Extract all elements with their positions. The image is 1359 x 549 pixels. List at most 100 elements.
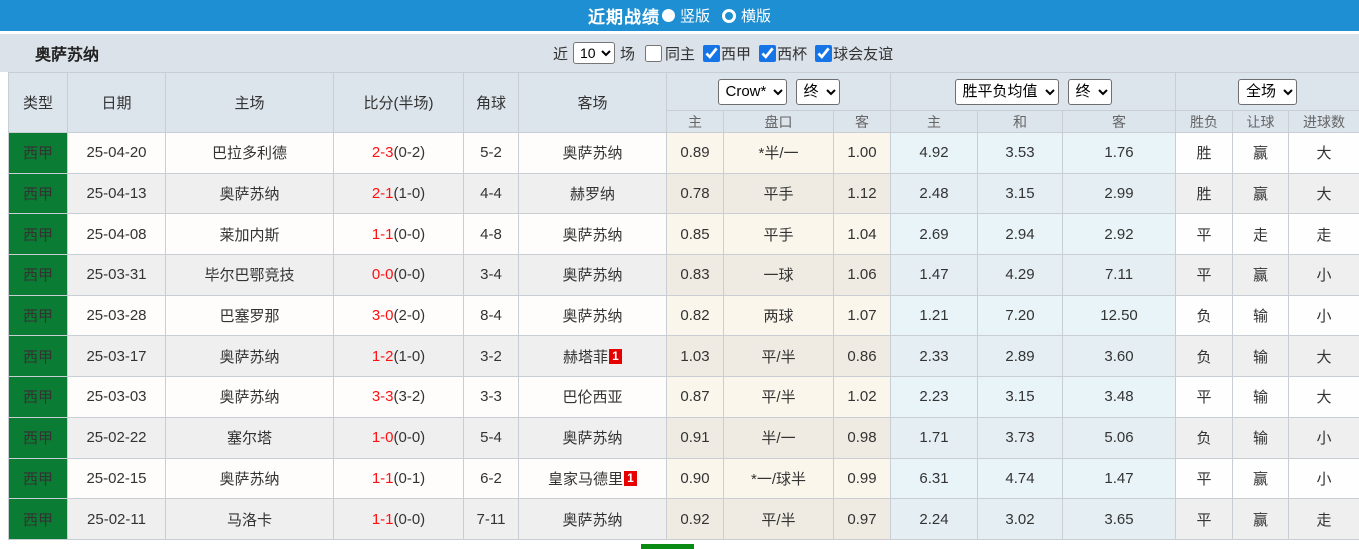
cell-away-team: 奥萨苏纳 xyxy=(518,294,667,337)
cell-score: 1-0(0-0) xyxy=(333,416,464,459)
cell-result-goals: 小 xyxy=(1288,254,1359,296)
cell-away-team: 奥萨苏纳 xyxy=(518,254,667,296)
cell-avg-win: 1.47 xyxy=(890,254,978,296)
match-row: 西甲 25-02-11 马洛卡 1-1(0-0) 7-11 奥萨苏纳 0.92 平/半 0.97… xyxy=(8,498,1359,540)
friendly-label[interactable]: 球会友谊 xyxy=(833,45,894,63)
away-team-name: 奥萨苏纳 xyxy=(562,511,623,529)
vertical-layout-radio[interactable] xyxy=(661,9,675,22)
odds-time-select[interactable]: 终 xyxy=(795,78,840,105)
cell-avg-lose: 3.48 xyxy=(1061,376,1177,418)
cell-odds-away: 0.97 xyxy=(833,498,891,540)
layout-radio-group: 竖版 横版 xyxy=(661,5,772,26)
cell-result-handicap: 输 xyxy=(1232,376,1290,418)
copa-label[interactable]: 西杯 xyxy=(777,45,808,63)
cell-home-team: 塞尔塔 xyxy=(165,416,334,459)
cell-avg-draw: 3.73 xyxy=(977,416,1063,459)
cell-avg-lose: 5.06 xyxy=(1061,416,1177,459)
cell-result-goals: 走 xyxy=(1288,498,1359,540)
cell-league: 西甲 xyxy=(8,213,68,256)
cell-result-goals: 小 xyxy=(1288,416,1359,459)
subheader-avg-lose: 客 xyxy=(1061,110,1177,133)
cell-avg-win: 6.31 xyxy=(890,457,978,500)
cell-avg-draw: 2.94 xyxy=(977,213,1063,256)
cell-league: 西甲 xyxy=(8,254,68,296)
cell-result-handicap: 输 xyxy=(1232,294,1290,337)
subheader-odds-home: 主 xyxy=(666,110,724,133)
cell-handicap: 平手 xyxy=(723,213,834,256)
cell-odds-away: 1.12 xyxy=(833,172,891,215)
cell-score: 1-1(0-1) xyxy=(333,457,464,500)
avg-time-select[interactable]: 终 xyxy=(1067,78,1112,105)
filter-controls: 近 10 场 同主 西甲 西杯 球会友谊 xyxy=(553,42,893,64)
score-fulltime: 1-1 xyxy=(371,225,394,243)
laliga-label[interactable]: 西甲 xyxy=(721,45,752,63)
laliga-checkbox[interactable] xyxy=(703,44,721,62)
header-avg-group: 胜平负均值 终 xyxy=(889,72,1177,111)
cell-score: 3-0(2-0) xyxy=(333,294,464,337)
horizontal-layout-radio[interactable] xyxy=(722,8,736,23)
cell-away-team: 巴伦西亚 xyxy=(518,376,667,418)
score-fulltime: 1-2 xyxy=(371,347,394,365)
cell-odds-away: 0.86 xyxy=(833,335,891,378)
cell-avg-win: 1.71 xyxy=(890,416,978,459)
subheader-avg-win: 主 xyxy=(890,110,978,133)
away-team-name: 奥萨苏纳 xyxy=(562,267,623,285)
results-table: 类型 日期 主场 比分(半场) 角球 客场 Crow* 终 xyxy=(8,72,1359,540)
odds-company-select[interactable]: Crow* xyxy=(717,78,787,105)
cell-odds-away: 1.04 xyxy=(833,213,891,256)
cell-result-goals: 小 xyxy=(1288,457,1359,500)
cell-result-handicap: 走 xyxy=(1232,213,1290,256)
cell-avg-draw: 3.02 xyxy=(977,498,1063,540)
away-team-name: 奥萨苏纳 xyxy=(562,430,623,448)
cell-score: 3-3(3-2) xyxy=(333,376,464,418)
cell-league: 西甲 xyxy=(8,498,68,540)
cell-result-wdl: 负 xyxy=(1175,335,1234,378)
avg-type-select[interactable]: 胜平负均值 xyxy=(954,78,1059,105)
cell-avg-lose: 1.47 xyxy=(1061,457,1177,500)
score-halftime: (0-0) xyxy=(393,225,426,243)
cell-result-goals: 大 xyxy=(1288,172,1359,215)
red-card-badge: 1 xyxy=(624,470,637,486)
header-score: 比分(半场) xyxy=(333,72,464,133)
cell-league: 西甲 xyxy=(8,457,68,500)
cell-handicap: 平/半 xyxy=(723,376,834,418)
vertical-layout-label[interactable]: 竖版 xyxy=(679,8,710,25)
recent-count-select[interactable]: 10 xyxy=(573,42,616,64)
cell-handicap: *半/一 xyxy=(723,132,834,174)
subheader-handicap-result: 让球 xyxy=(1232,110,1290,133)
cell-result-goals: 走 xyxy=(1288,213,1359,256)
cell-home-team: 奥萨苏纳 xyxy=(165,335,334,378)
cell-avg-win: 2.48 xyxy=(890,172,978,215)
score-fulltime: 0-0 xyxy=(371,266,394,284)
cell-result-wdl: 平 xyxy=(1175,213,1234,256)
friendly-checkbox[interactable] xyxy=(815,44,833,62)
horizontal-layout-label[interactable]: 横版 xyxy=(741,8,772,25)
score-halftime: (0-2) xyxy=(393,144,426,162)
header-type: 类型 xyxy=(8,72,68,133)
cell-corners: 6-2 xyxy=(463,457,519,500)
cell-score: 1-1(0-0) xyxy=(333,498,464,540)
red-card-badge: 1 xyxy=(609,348,622,364)
subheader-wdl: 胜负 xyxy=(1175,110,1234,133)
cell-odds-home: 0.89 xyxy=(666,132,724,174)
same-home-label[interactable]: 同主 xyxy=(665,45,696,63)
more-button[interactable] xyxy=(641,544,694,549)
same-home-checkbox[interactable] xyxy=(645,44,663,62)
cell-result-handicap: 赢 xyxy=(1232,172,1290,215)
cell-score: 0-0(0-0) xyxy=(333,254,464,296)
cell-result-handicap: 输 xyxy=(1232,416,1290,459)
score-halftime: (0-0) xyxy=(393,266,426,284)
cell-corners: 5-2 xyxy=(463,132,519,174)
away-team-name: 奥萨苏纳 xyxy=(562,308,623,326)
cell-odds-away: 1.02 xyxy=(833,376,891,418)
copa-checkbox[interactable] xyxy=(759,44,777,62)
match-row: 西甲 25-04-08 莱加内斯 1-1(0-0) 4-8 奥萨苏纳 0.85 平手 1.04 2… xyxy=(8,213,1359,256)
cell-date: 25-04-13 xyxy=(67,172,166,215)
cell-result-handicap: 赢 xyxy=(1232,498,1290,540)
subheader-goals: 进球数 xyxy=(1288,110,1359,133)
score-fulltime: 1-1 xyxy=(371,469,394,487)
header-result-group: 全场 xyxy=(1175,72,1359,111)
cell-avg-draw: 4.74 xyxy=(977,457,1063,500)
scope-select[interactable]: 全场 xyxy=(1238,78,1298,105)
